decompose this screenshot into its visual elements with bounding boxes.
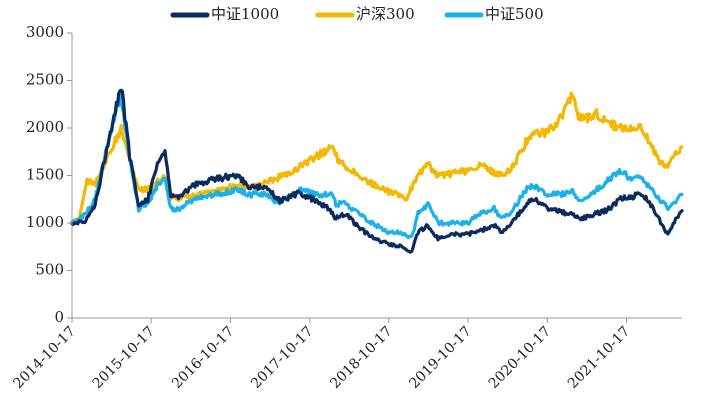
y-tick-label: 3000 (26, 23, 64, 41)
legend-label-0: 中证1000 (211, 5, 279, 23)
y-tick-label: 1000 (26, 213, 64, 231)
series-line-1 (70, 91, 684, 224)
y-tick-label: 2000 (26, 118, 64, 136)
y-tick-label: 0 (54, 308, 64, 326)
series-line-2 (70, 91, 684, 240)
x-tick-label: 2015-10-17 (90, 324, 158, 392)
legend-label-1: 沪深300 (356, 5, 415, 23)
x-tick-label: 2021-10-17 (565, 324, 633, 392)
y-tick-label: 500 (35, 261, 64, 279)
x-tick-group: 2014-10-17 2015-10-17 2016-10-17 2017-10-17… (10, 318, 633, 392)
legend-label-2: 中证500 (485, 5, 544, 23)
x-tick-label: 2014-10-17 (10, 324, 78, 392)
x-tick-label: 2016-10-17 (169, 324, 237, 392)
y-tick-label: 1500 (26, 166, 64, 184)
x-tick-label: 2019-10-17 (406, 324, 474, 392)
x-tick-label: 2017-10-17 (248, 324, 316, 392)
series-line-0 (70, 88, 684, 254)
x-tick-label: 2020-10-17 (486, 324, 554, 392)
x-tick-label: 2018-10-17 (327, 324, 395, 392)
series-layer (70, 88, 684, 254)
y-tick-group: 0 500 1000 1500 2000 2500 3000 (26, 23, 72, 326)
y-tick-label: 2500 (26, 71, 64, 89)
chart-legend: 中证1000 沪深300 中证500 (170, 5, 544, 23)
